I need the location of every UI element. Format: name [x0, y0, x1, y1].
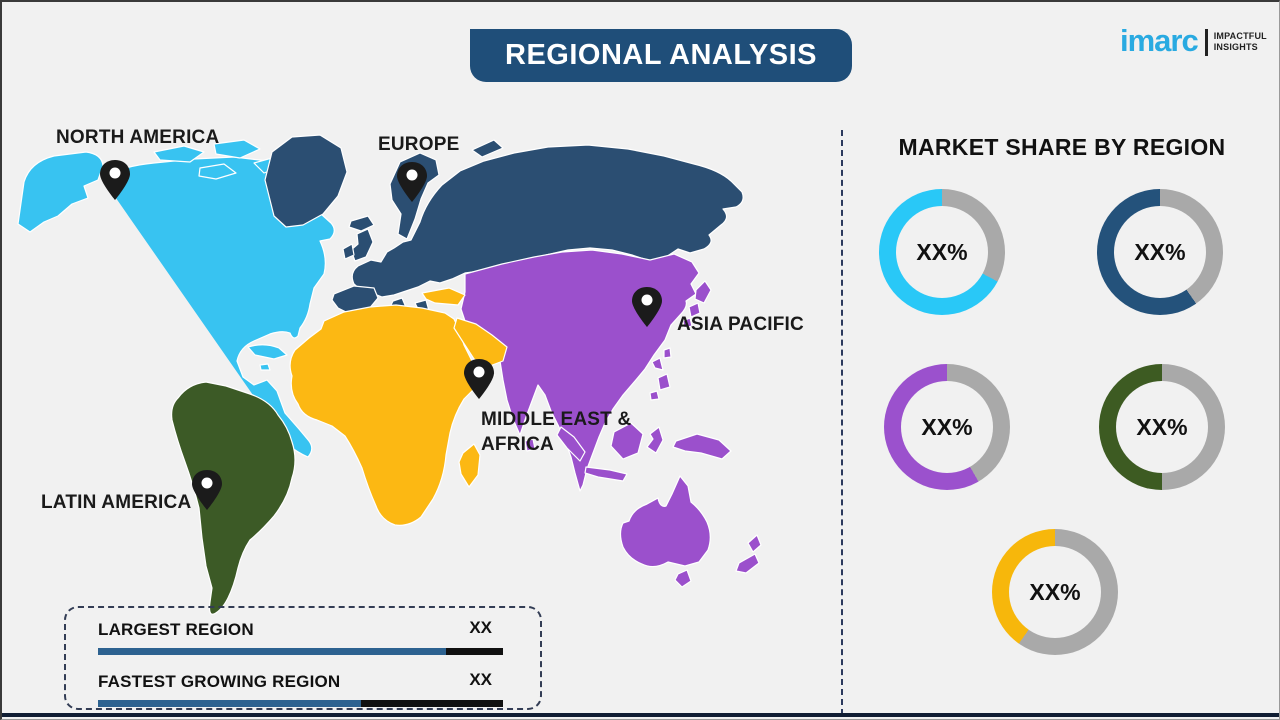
- legend-value-largest: XX: [469, 618, 492, 637]
- pin-north-america: [100, 160, 130, 200]
- donut-value: XX%: [1136, 413, 1188, 440]
- legend-bar-largest: [98, 648, 503, 655]
- panel-separator: [841, 130, 843, 715]
- donut-europe: XX%: [1097, 189, 1223, 315]
- label-asia-pacific: ASIA PACIFIC: [677, 314, 804, 335]
- logo-divider: [1204, 29, 1208, 56]
- donut-latin-america: XX%: [992, 529, 1118, 655]
- legend-value-fastest: XX: [469, 670, 492, 689]
- imarc-logo-text: imarc: [1120, 23, 1199, 58]
- imarc-logo: imarc IMPACTFUL INSIGHTS: [1120, 23, 1267, 58]
- legend-bar-fill: [98, 700, 362, 707]
- donut-value: XX%: [916, 238, 968, 265]
- legend-label-fastest: FASTEST GROWING REGION: [98, 672, 341, 691]
- map-region-middle-east-africa: [289, 287, 508, 526]
- page-title: REGIONAL ANALYSIS: [470, 29, 852, 82]
- donut-value: XX%: [1134, 238, 1186, 265]
- logo-tagline: IMPACTFUL INSIGHTS: [1213, 31, 1267, 52]
- bottom-edge-strip: [2, 713, 1279, 717]
- label-latin-america: LATIN AMERICA: [41, 492, 192, 513]
- donut-value: XX%: [921, 413, 973, 440]
- legend-bar-fill: [98, 648, 447, 655]
- market-share-heading: MARKET SHARE BY REGION: [898, 134, 1226, 160]
- donut-middle-east-africa: XX%: [1099, 364, 1225, 490]
- donut-value: XX%: [1029, 578, 1081, 605]
- pin-europe: [397, 162, 427, 202]
- legend-bar-fastest: [98, 700, 503, 707]
- pin-asia-pacific: [632, 287, 662, 327]
- legend-label-largest: LARGEST REGION: [98, 620, 254, 639]
- donut-north-america: XX%: [879, 189, 1005, 315]
- donut-asia-pacific: XX%: [884, 364, 1010, 490]
- label-north-america: NORTH AMERICA: [56, 127, 220, 148]
- label-middle-east-africa: MIDDLE EAST & AFRICA: [481, 409, 632, 455]
- pin-middle-east-africa: [464, 359, 494, 399]
- map-region-latin-america: [171, 381, 296, 615]
- world-map: [17, 134, 762, 615]
- map-pins: [100, 160, 662, 510]
- legend-box: LARGEST REGION XX FASTEST GROWING REGION…: [64, 606, 542, 710]
- pin-latin-america: [192, 470, 222, 510]
- label-europe: EUROPE: [378, 134, 460, 155]
